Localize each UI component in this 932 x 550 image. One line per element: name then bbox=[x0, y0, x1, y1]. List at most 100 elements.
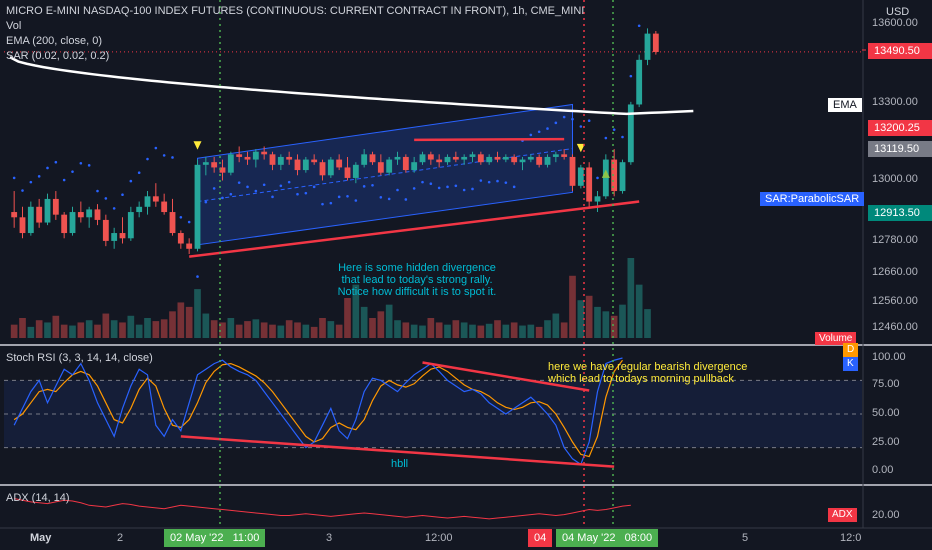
sar-dot bbox=[612, 128, 616, 131]
note-line: here we have regular bearish divergence bbox=[548, 361, 748, 373]
support-trendline bbox=[189, 200, 640, 258]
sar-dot bbox=[12, 176, 16, 180]
crosshair-time-box: 04 May '22 08:00 bbox=[556, 529, 659, 547]
hbll-note: hbll bbox=[391, 458, 409, 470]
volume-bar bbox=[269, 324, 276, 338]
sar-dot bbox=[71, 170, 74, 173]
price-tick: 13300.00 bbox=[872, 96, 918, 108]
volume-bar bbox=[469, 324, 476, 338]
volume-bar bbox=[69, 325, 76, 338]
candle-body bbox=[636, 59, 643, 105]
price-tick: 13600.00 bbox=[872, 17, 918, 29]
down-triangle-marker bbox=[193, 141, 202, 150]
candle-body bbox=[86, 209, 93, 218]
volume-bar bbox=[477, 325, 485, 338]
candle-body bbox=[261, 151, 268, 155]
candle-body bbox=[452, 156, 459, 160]
volume-bar bbox=[152, 321, 160, 338]
sar-dot bbox=[237, 181, 241, 184]
candle-body bbox=[352, 164, 359, 178]
sar-dot bbox=[471, 187, 474, 191]
sar-dot bbox=[354, 199, 358, 202]
sar-dot bbox=[412, 187, 416, 190]
volume-bar bbox=[219, 322, 226, 338]
candle-body bbox=[377, 162, 384, 173]
volume-bar bbox=[177, 302, 185, 338]
bearish-divergence-note: here we have regular bearish divergence … bbox=[548, 361, 747, 385]
down-triangle-marker bbox=[576, 143, 585, 153]
sar-dot bbox=[204, 200, 208, 204]
candle-body bbox=[627, 104, 634, 163]
candle-body bbox=[44, 198, 51, 223]
adx-line bbox=[14, 498, 631, 520]
candle-body bbox=[302, 159, 309, 171]
stoch-tick: 0.00 bbox=[872, 464, 894, 476]
sar-dot bbox=[437, 186, 441, 190]
volume-bar bbox=[344, 298, 351, 338]
candle-body bbox=[544, 156, 551, 165]
volume-bar bbox=[460, 322, 468, 338]
sar-dot bbox=[387, 197, 391, 201]
candle-body bbox=[277, 156, 284, 165]
candle-body bbox=[419, 154, 426, 163]
candle-body bbox=[411, 162, 418, 171]
candle-body bbox=[494, 156, 501, 160]
candle-body bbox=[186, 243, 193, 249]
candle-body bbox=[227, 154, 234, 173]
volume-bar bbox=[644, 309, 651, 338]
sar-dot bbox=[187, 220, 191, 224]
candle-body bbox=[552, 154, 559, 157]
volume-bar bbox=[602, 311, 610, 338]
price-tick: 12660.00 bbox=[872, 266, 918, 278]
sar-dot bbox=[496, 179, 499, 183]
sar-dot bbox=[571, 117, 574, 121]
volume-bar bbox=[127, 315, 135, 338]
volume-bar bbox=[85, 320, 93, 338]
sar-dot bbox=[337, 195, 341, 199]
candle-body bbox=[61, 214, 68, 234]
candle-body bbox=[569, 156, 576, 186]
sar-dot bbox=[262, 183, 266, 187]
sar-dot bbox=[462, 188, 466, 192]
candle-body bbox=[211, 162, 218, 168]
volume-bar bbox=[577, 300, 585, 338]
sar-dot bbox=[512, 185, 516, 189]
volume-bar bbox=[519, 325, 526, 338]
volume-bar bbox=[527, 324, 535, 338]
time-label: 3 bbox=[326, 532, 333, 544]
volume-bar bbox=[210, 320, 218, 338]
volume-bar bbox=[102, 313, 110, 338]
candle-body bbox=[319, 162, 326, 176]
candle-body bbox=[527, 156, 534, 160]
sar-dot bbox=[579, 125, 583, 128]
up-triangle-marker bbox=[601, 169, 610, 178]
sar-dot bbox=[404, 198, 408, 201]
candle-body bbox=[519, 159, 526, 163]
candle-body bbox=[136, 206, 143, 213]
sar-price-label: 12913.50 bbox=[868, 205, 932, 221]
sar-dot bbox=[162, 154, 166, 157]
candle-body bbox=[127, 212, 134, 239]
candle-body bbox=[477, 154, 484, 163]
sar-dot bbox=[629, 74, 633, 78]
volume-bar bbox=[619, 304, 626, 338]
candle-body bbox=[194, 164, 201, 249]
candle-body bbox=[11, 212, 18, 218]
volume-bar bbox=[610, 315, 618, 338]
volume-bar bbox=[410, 324, 418, 338]
candle-body bbox=[69, 212, 76, 234]
volume-bar bbox=[377, 311, 385, 338]
stoch-bearish-trendline bbox=[422, 361, 590, 392]
candle-body bbox=[611, 159, 618, 192]
sar-dot bbox=[537, 130, 541, 134]
last-price-label: 13490.50 bbox=[868, 43, 932, 59]
candle-body bbox=[561, 154, 568, 157]
sar-dot bbox=[254, 189, 258, 193]
currency-label: USD bbox=[886, 6, 910, 18]
sar-dot bbox=[146, 157, 149, 161]
candle-body bbox=[402, 156, 409, 171]
sar-dot bbox=[196, 275, 199, 278]
sar-dot bbox=[104, 197, 108, 200]
volume-bar bbox=[535, 326, 543, 338]
